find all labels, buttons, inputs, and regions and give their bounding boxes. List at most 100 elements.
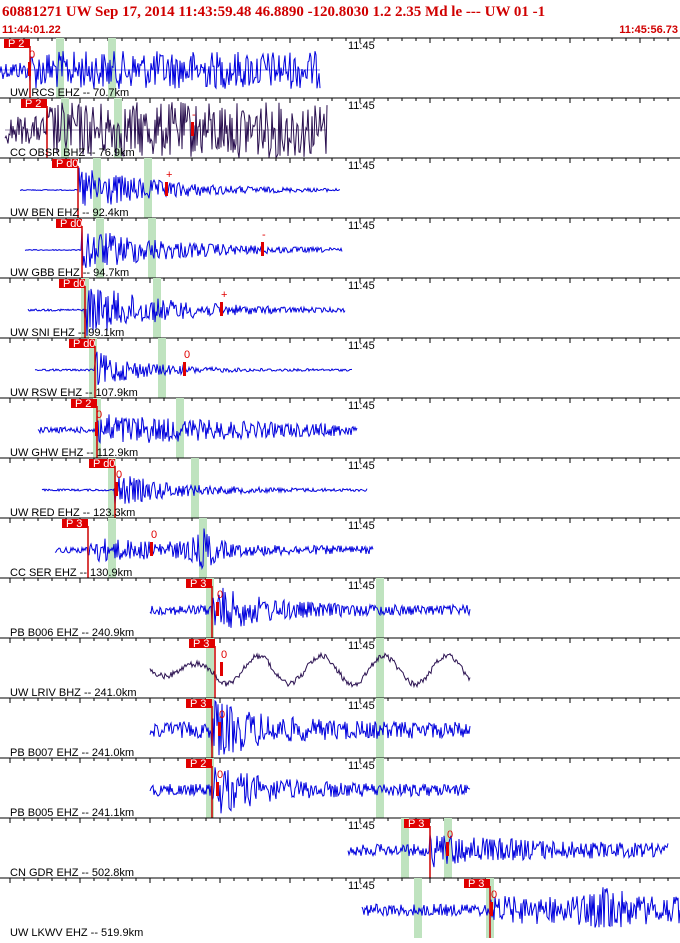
waveform	[37, 414, 358, 444]
start-time: 11:44:01.22	[2, 24, 61, 36]
amp-marker-label: 0	[151, 529, 157, 541]
amp-marker-label: 0	[116, 469, 122, 481]
pick-label: P d0	[63, 278, 85, 290]
end-time: 11:45:56.73	[619, 24, 678, 36]
time-label: 11:45	[348, 640, 375, 652]
amp-marker-label: 0	[219, 709, 225, 721]
amp-marker-label: 0	[184, 349, 190, 361]
phase-window	[144, 158, 152, 218]
pick-box	[404, 819, 430, 828]
waveform	[27, 288, 346, 336]
waveform	[347, 834, 669, 868]
phase-window	[376, 638, 384, 698]
phase-window	[414, 878, 422, 938]
station-label: UW GHW EHZ -- 112.9km	[10, 447, 138, 459]
event-header: 60881271 UW Sep 17, 2014 11:43:59.48 46.…	[2, 4, 545, 20]
amp-marker	[220, 302, 223, 316]
station-label: CC OBSR BHZ -- 76.9km	[10, 147, 135, 159]
amp-marker	[150, 542, 153, 556]
time-label: 11:45	[348, 700, 375, 712]
station-label: UW RED EHZ -- 123.3km	[10, 507, 135, 519]
station-label: PB B007 EHZ -- 241.0km	[10, 747, 134, 759]
station-label: PB B006 EHZ -- 240.9km	[10, 627, 134, 639]
time-label: 11:45	[348, 160, 375, 172]
time-label: 11:45	[348, 280, 375, 292]
time-label: 11:45	[348, 820, 375, 832]
amp-marker	[490, 902, 493, 916]
waveform	[54, 528, 374, 571]
phase-window	[176, 398, 184, 458]
phase-window	[206, 698, 214, 758]
amp-marker-label: 0	[217, 589, 223, 601]
phase-window	[206, 638, 214, 698]
waveform	[41, 476, 368, 505]
pick-box	[464, 879, 490, 888]
station-label: UW LRIV BHZ -- 241.0km	[10, 687, 137, 699]
waveform	[149, 699, 471, 756]
station-label: UW BEN EHZ -- 92.4km	[10, 207, 129, 219]
waveform	[149, 767, 471, 814]
pick-label: P d0	[93, 458, 115, 470]
pick-label: P 3	[408, 818, 424, 830]
pick-label: P 3	[66, 518, 82, 530]
waveform	[149, 587, 471, 628]
pick-box	[52, 159, 78, 168]
phase-window	[108, 458, 116, 518]
amp-marker-label: +	[221, 289, 227, 301]
pick-box	[69, 339, 95, 348]
amp-marker-label: 0	[447, 829, 453, 841]
pick-label: P 3	[193, 638, 209, 650]
phase-window	[96, 218, 104, 278]
station-label: PB B005 EHZ -- 241.1km	[10, 807, 134, 819]
waveform	[24, 228, 343, 269]
phase-window	[114, 98, 122, 158]
amp-marker	[446, 842, 449, 856]
amp-marker	[191, 122, 194, 136]
waveform	[4, 102, 328, 159]
time-label: 11:45	[348, 460, 375, 472]
pick-label: P 3	[190, 698, 206, 710]
time-label: 11:45	[348, 220, 375, 232]
pick-label: P 2	[75, 398, 91, 410]
pick-label: P d0	[73, 338, 95, 350]
amp-marker-label: -	[262, 229, 266, 241]
time-label: 11:45	[348, 760, 375, 772]
time-label: 11:45	[348, 340, 375, 352]
amp-marker	[220, 662, 223, 676]
phase-window	[376, 578, 384, 638]
station-label: UW RSW EHZ -- 107.9km	[10, 387, 138, 399]
phase-window	[56, 38, 64, 98]
pick-label: P 3	[190, 578, 206, 590]
amp-marker-label: 0	[221, 649, 227, 661]
time-label: 11:45	[348, 400, 375, 412]
time-label: 11:45	[348, 880, 375, 892]
amp-marker	[216, 602, 219, 616]
pick-label: P 3	[468, 878, 484, 890]
waveform	[19, 167, 341, 206]
phase-window	[401, 818, 409, 878]
station-label: CN GDR EHZ -- 502.8km	[10, 867, 134, 879]
station-label: UW LKWV EHZ -- 519.9km	[10, 927, 143, 938]
waveform	[361, 887, 680, 928]
phase-window	[89, 338, 97, 398]
pick-box	[89, 459, 115, 468]
amp-marker	[218, 722, 221, 736]
pick-label: P 2	[8, 38, 24, 50]
time-label: 11:45	[348, 580, 375, 592]
amp-marker-label: 0	[96, 409, 102, 421]
pick-label: P 2	[25, 98, 41, 110]
pick-box	[71, 399, 97, 408]
pick-label: P 2	[190, 758, 206, 770]
amp-marker	[216, 782, 219, 796]
amp-marker-label: 0	[217, 769, 223, 781]
time-label: 11:45	[348, 100, 375, 112]
pick-label: P d0	[56, 158, 78, 170]
amp-marker	[28, 62, 31, 76]
phase-window	[206, 578, 214, 638]
amp-marker-label: 0	[29, 49, 35, 61]
pick-box	[186, 579, 212, 588]
pick-box	[56, 219, 82, 228]
pick-box	[59, 279, 85, 288]
amp-marker	[165, 182, 168, 196]
